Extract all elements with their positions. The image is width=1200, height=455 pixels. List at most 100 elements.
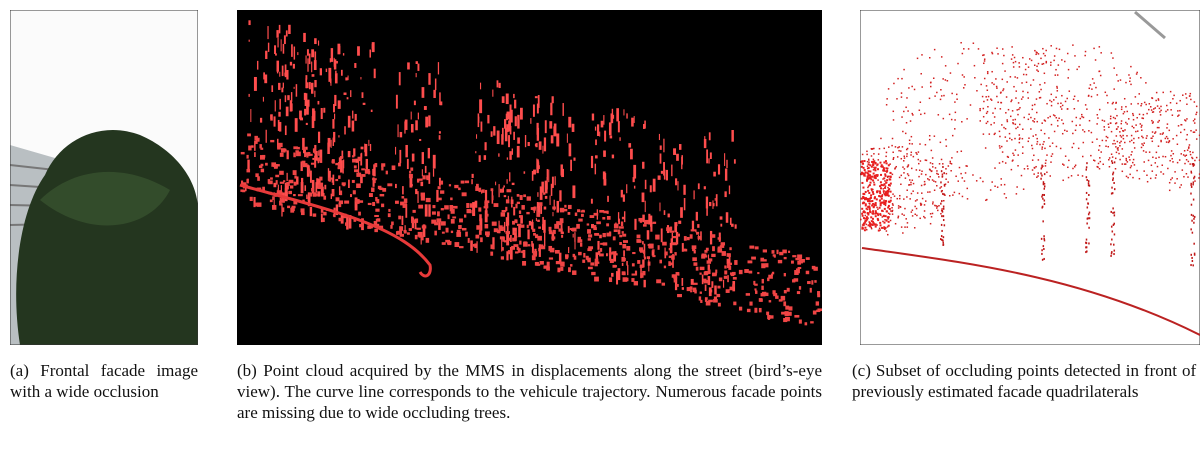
point — [1028, 114, 1030, 116]
point — [533, 170, 536, 175]
point — [468, 238, 470, 243]
point — [562, 232, 564, 234]
point — [379, 188, 383, 191]
point — [405, 225, 406, 230]
point — [731, 130, 733, 142]
point — [297, 52, 298, 55]
point — [1099, 168, 1101, 170]
point — [552, 96, 554, 103]
point — [632, 252, 635, 254]
point — [609, 122, 612, 135]
point — [411, 112, 412, 120]
point — [943, 95, 945, 97]
point — [348, 75, 349, 80]
point — [905, 107, 907, 109]
point — [661, 171, 663, 174]
point — [678, 221, 681, 224]
point — [1190, 254, 1192, 256]
point — [847, 171, 849, 173]
point — [863, 167, 865, 169]
point — [587, 223, 589, 225]
photo-a — [10, 10, 198, 345]
point — [1046, 62, 1048, 64]
point — [1153, 111, 1155, 113]
point — [300, 208, 304, 212]
point — [941, 95, 943, 97]
point — [275, 175, 279, 177]
point — [568, 247, 569, 253]
point — [844, 190, 846, 192]
point — [519, 215, 523, 218]
point — [900, 184, 902, 186]
point — [503, 185, 505, 187]
point — [1022, 57, 1024, 59]
point — [1121, 109, 1123, 111]
point — [474, 243, 476, 248]
point — [885, 215, 887, 217]
point — [419, 139, 421, 141]
point — [515, 204, 517, 209]
point — [637, 240, 642, 242]
point — [1146, 174, 1148, 176]
point — [674, 252, 676, 255]
point — [866, 180, 868, 182]
point — [941, 159, 943, 161]
point — [361, 168, 365, 170]
point — [717, 248, 722, 253]
point — [693, 190, 694, 199]
point — [994, 185, 996, 187]
point — [1142, 137, 1144, 139]
point — [883, 161, 885, 163]
point — [318, 150, 319, 155]
point — [1086, 222, 1088, 224]
point — [1114, 212, 1116, 214]
point — [590, 262, 594, 265]
point — [1040, 178, 1042, 180]
point — [1190, 193, 1192, 195]
point — [1133, 142, 1135, 144]
point — [1044, 194, 1046, 196]
point — [879, 222, 881, 224]
point — [491, 131, 493, 137]
point — [591, 156, 593, 168]
point — [1165, 138, 1167, 140]
point — [1074, 108, 1076, 110]
point — [510, 126, 512, 135]
point — [1044, 82, 1046, 84]
point — [886, 152, 888, 154]
point — [925, 200, 927, 202]
point — [295, 118, 298, 132]
point — [1187, 149, 1189, 151]
point — [1019, 66, 1021, 68]
point — [997, 53, 999, 55]
point — [1110, 243, 1112, 245]
point — [578, 219, 582, 222]
point — [932, 166, 934, 168]
point — [1194, 254, 1196, 256]
point — [989, 133, 991, 135]
point — [887, 234, 889, 236]
point — [328, 178, 332, 180]
point — [718, 237, 721, 240]
point — [1040, 130, 1042, 132]
point — [1054, 55, 1056, 57]
point — [1026, 82, 1028, 84]
point — [1156, 92, 1158, 94]
point — [1042, 198, 1044, 200]
point — [1122, 155, 1124, 157]
point — [1195, 114, 1197, 116]
point — [881, 227, 883, 229]
point — [903, 172, 905, 174]
point — [1144, 102, 1146, 104]
point — [1096, 138, 1098, 140]
point — [583, 253, 585, 258]
point — [908, 87, 910, 89]
point — [1177, 162, 1179, 164]
point — [254, 152, 256, 157]
point — [1173, 153, 1175, 155]
point — [1043, 248, 1045, 250]
point — [1131, 135, 1133, 137]
point — [760, 258, 764, 262]
point — [537, 128, 539, 141]
point — [306, 123, 308, 125]
